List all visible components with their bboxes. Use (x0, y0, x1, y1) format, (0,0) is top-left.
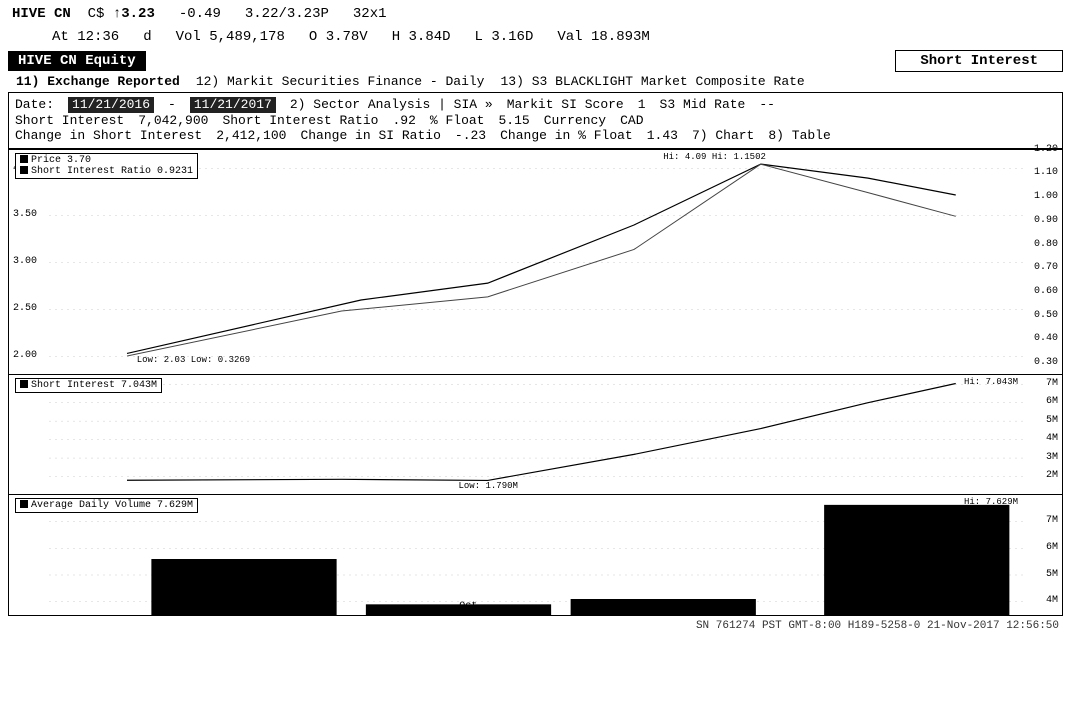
y-tick-right: 0.40 (1034, 333, 1058, 345)
y-tick-right: 4M (1046, 433, 1058, 445)
x-tick: Oct (459, 601, 477, 613)
y-tick-right: 7M (1046, 515, 1058, 527)
si-score-label: Markit SI Score (507, 97, 624, 113)
avg-daily-volume-chart: Average Daily Volume 7.629M 4M 5M 6M 7M Sep Oc… (9, 495, 1062, 615)
date-label: Date: (15, 97, 54, 113)
tab-markit[interactable]: 12) Markit Securities Finance - Daily (196, 74, 485, 90)
sector-analysis-link[interactable]: 2) Sector Analysis | SIA » (290, 97, 493, 113)
high: 3.84D (409, 29, 451, 45)
data-panel: Date: 11/21/2016 - 11/21/2017 2) Sector … (8, 92, 1063, 149)
y-tick-right: 0.50 (1034, 310, 1058, 322)
open-label: O (309, 29, 317, 45)
bid-ask: 3.22/3.23P (245, 6, 329, 23)
chg-sir-label: Change in SI Ratio (300, 128, 440, 144)
quote-header: HIVE CN C$ ↑3.23 -0.49 3.22/3.23P 32x1 (4, 4, 1067, 27)
chg-pctfloat-label: Change in % Float (500, 128, 633, 144)
volume: 5,489,178 (209, 29, 285, 45)
chg-sir-value: -.23 (455, 128, 486, 144)
sir-label: Short Interest Ratio (222, 113, 378, 129)
open: 3.78V (326, 29, 368, 45)
short-interest-button[interactable]: Short Interest (895, 50, 1063, 73)
chg-pctfloat-value: 1.43 (647, 128, 678, 144)
y-tick-right: 0.80 (1034, 239, 1058, 251)
low-annotation: Low: 1.790M (459, 481, 518, 492)
y-tick-right: 7M (1046, 378, 1058, 390)
x-tick: Nov (937, 601, 955, 613)
y-tick-right: 0.70 (1034, 262, 1058, 274)
y-tick-right: 2M (1046, 470, 1058, 482)
y-tick-right: 0.30 (1034, 357, 1058, 369)
y-tick-left: 2.50 (13, 303, 37, 315)
y-tick-right: 0.60 (1034, 286, 1058, 298)
arrow-icon: ↑ (113, 6, 121, 22)
ticker: HIVE CN (12, 6, 71, 22)
y-tick-right: 3M (1046, 452, 1058, 464)
chart-legend: Average Daily Volume 7.629M (15, 498, 198, 513)
pctfloat-value: 5.15 (498, 113, 529, 129)
high-annotation: Hi: 7.629M (964, 497, 1018, 508)
tab-bar: 11) Exchange Reported 12) Markit Securit… (4, 72, 1067, 92)
low-label: L (475, 29, 483, 45)
short-interest-chart: Short Interest 7.043M 2M 3M 4M 5M 6M 7M Low: 1.… (9, 375, 1062, 495)
y-tick-right: 5M (1046, 569, 1058, 581)
y-tick-right: 4M (1046, 595, 1058, 607)
terminal-footer: SN 761274 PST GMT-8:00 H189-5258-0 21-No… (4, 618, 1067, 633)
date-to[interactable]: 11/21/2017 (190, 97, 276, 113)
period: d (143, 29, 151, 46)
high-annotation: Hi: 4.09 Hi: 1.1502 (663, 152, 766, 163)
val-label: Val (557, 29, 582, 45)
y-tick-right: 1.20 (1034, 144, 1058, 156)
quote-header-2: At 12:36 d Vol 5,489,178 O 3.78V H 3.84D… (4, 27, 1067, 50)
size: 32x1 (353, 6, 387, 23)
low-annotation: Low: 2.03 Low: 0.3269 (137, 355, 250, 366)
si-label: Short Interest (15, 113, 124, 129)
high-annotation: Hi: 7.043M (964, 377, 1018, 388)
y-tick-right: 1.10 (1034, 167, 1058, 179)
high-label: H (392, 29, 400, 45)
chart-button[interactable]: 7) Chart (692, 128, 754, 144)
value: 18.893M (591, 29, 650, 45)
date-sep: - (168, 97, 176, 113)
y-tick-left: 3.50 (13, 209, 37, 221)
sir-value: .92 (392, 113, 415, 129)
si-score-value: 1 (638, 97, 646, 113)
charts-region: Price 3.70Short Interest Ratio 0.9231 2.0… (8, 149, 1063, 616)
y-tick-right: 6M (1046, 396, 1058, 408)
tab-s3-blacklight[interactable]: 13) S3 BLACKLIGHT Market Composite Rate (500, 74, 804, 90)
si-value: 7,042,900 (138, 113, 208, 129)
date-from[interactable]: 11/21/2016 (68, 97, 154, 113)
s3-mid-label: S3 Mid Rate (660, 97, 746, 113)
table-button[interactable]: 8) Table (768, 128, 830, 144)
ccy-symbol: C$ (88, 6, 105, 22)
y-tick-right: 6M (1046, 542, 1058, 554)
equity-tag: HIVE CN Equity (8, 51, 146, 72)
y-tick-left: 2.00 (13, 350, 37, 362)
chart-legend: Short Interest 7.043M (15, 378, 162, 393)
tab-exchange-reported[interactable]: 11) Exchange Reported (16, 74, 180, 90)
vol-label: Vol (176, 29, 201, 45)
equity-bar: HIVE CN Equity Short Interest (4, 50, 1067, 73)
s3-mid-value: -- (759, 97, 775, 113)
currency-label: Currency (544, 113, 606, 129)
y-tick-left: 3.00 (13, 256, 37, 268)
price-si-ratio-chart: Price 3.70Short Interest Ratio 0.9231 2.0… (9, 150, 1062, 375)
low: 3.16D (491, 29, 533, 45)
currency-value: CAD (620, 113, 643, 129)
pctfloat-label: % Float (430, 113, 485, 129)
x-tick: Sep (245, 601, 263, 613)
y-tick-right: 0.90 (1034, 215, 1058, 227)
y-tick-right: 1.00 (1034, 191, 1058, 203)
y-tick-right: 5M (1046, 415, 1058, 427)
change: -0.49 (179, 6, 221, 23)
chg-si-label: Change in Short Interest (15, 128, 202, 144)
x-tick: 2017 (651, 601, 675, 613)
last-price: 3.23 (121, 6, 155, 22)
time: At 12:36 (52, 29, 119, 46)
chart-legend: Price 3.70Short Interest Ratio 0.9231 (15, 153, 198, 179)
chg-si-value: 2,412,100 (216, 128, 286, 144)
